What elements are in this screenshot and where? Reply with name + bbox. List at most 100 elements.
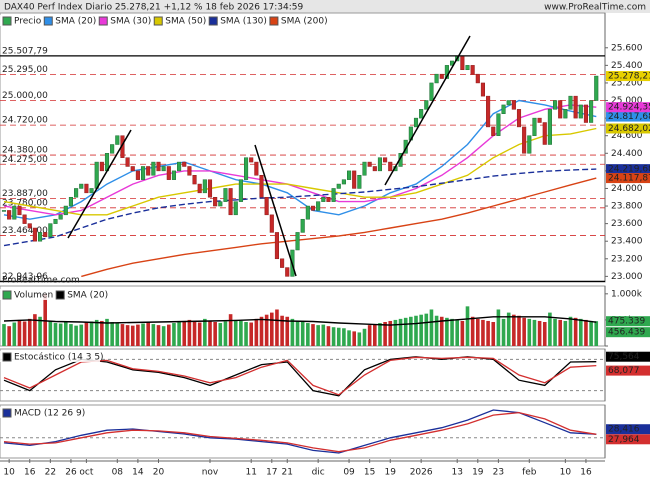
candle xyxy=(516,109,522,128)
x-tick-label: 22 xyxy=(45,468,56,478)
volume-bar xyxy=(94,319,99,346)
volume-bar xyxy=(264,314,269,346)
volume-bar xyxy=(197,322,202,346)
volume-bar xyxy=(326,326,331,346)
candle xyxy=(32,227,37,242)
x-tick-label: 11 xyxy=(245,468,256,478)
volume-bar xyxy=(58,323,63,346)
volume-bar xyxy=(589,320,593,346)
candle xyxy=(542,122,547,145)
y-tick-label: 23.400 xyxy=(611,237,643,247)
candle xyxy=(429,82,434,101)
candle xyxy=(470,65,475,75)
y-tick-label: 24.600 xyxy=(611,131,643,141)
volume-bar xyxy=(522,317,526,346)
volume-bar xyxy=(378,323,382,346)
y-tick-label: 25.600 xyxy=(611,43,643,53)
candle xyxy=(532,117,537,136)
trendline xyxy=(254,144,297,277)
volume-bar xyxy=(187,319,192,346)
volume-bar xyxy=(270,312,274,346)
candle xyxy=(295,232,300,251)
legend-entry-swatch xyxy=(43,16,53,26)
candle xyxy=(115,135,120,145)
value-tag xyxy=(606,424,650,435)
candle xyxy=(305,205,310,220)
x-tick-label: 15 xyxy=(364,468,375,478)
x-tick-label: 20 xyxy=(153,468,165,478)
candle xyxy=(475,73,480,84)
volume-bar xyxy=(373,324,377,346)
candle xyxy=(53,218,58,224)
volume-bar xyxy=(542,322,547,346)
volume-bar xyxy=(321,324,326,346)
x-tick-label: 10 xyxy=(560,468,572,478)
volume-bar xyxy=(239,320,243,346)
candle xyxy=(480,82,485,97)
value-tag-label: 24.682,02 xyxy=(608,124,650,134)
volume-bar xyxy=(290,318,295,346)
volume-bar xyxy=(74,325,78,346)
header-title: DAX40 Perf Index Diario 25.278,21 +1,12 … xyxy=(4,3,304,13)
volume-bar xyxy=(33,314,37,346)
volume-bar xyxy=(254,318,259,346)
x-tick-label: feb xyxy=(522,468,537,478)
volume-bar xyxy=(434,315,439,346)
legend-entry: SMA (20) xyxy=(55,17,96,27)
y-tick-label: 23.800 xyxy=(611,202,643,212)
volume-bar xyxy=(172,323,176,346)
candle xyxy=(27,223,32,229)
volume-bar xyxy=(512,314,516,346)
candle xyxy=(486,95,491,128)
candle xyxy=(383,157,388,163)
volume-bar xyxy=(403,317,408,346)
y-tick-label: 24.400 xyxy=(611,149,643,159)
candle xyxy=(259,175,264,198)
candle xyxy=(228,188,233,216)
candle xyxy=(38,232,43,242)
candle xyxy=(238,179,243,202)
volume-bar xyxy=(22,321,27,346)
volume-bar xyxy=(517,315,521,346)
y-tick-label: 24.000 xyxy=(611,184,643,194)
legend-bg xyxy=(0,407,100,418)
volume-bar xyxy=(182,320,187,346)
legend-entry-swatch xyxy=(98,16,108,26)
candle xyxy=(573,95,578,119)
x-tick-label: 17 xyxy=(266,468,277,478)
sma-line xyxy=(81,177,597,278)
candle xyxy=(177,161,182,172)
candle xyxy=(326,196,331,202)
volume-bar xyxy=(429,309,434,346)
candle xyxy=(280,258,285,268)
volume-bar xyxy=(532,319,537,346)
volume-bar xyxy=(306,323,310,346)
candle xyxy=(336,183,341,189)
candle xyxy=(331,188,336,202)
level-label: 23.464,00 xyxy=(2,226,48,236)
value-tag-label: 456.439 xyxy=(608,328,645,338)
x-tick-label: 08 xyxy=(112,468,124,478)
candle xyxy=(578,104,583,119)
candle xyxy=(249,157,254,163)
volume-bar xyxy=(12,322,17,346)
value-tag-label: 68,077 xyxy=(608,366,640,376)
candle xyxy=(362,161,367,176)
x-tick-label: 14 xyxy=(132,468,144,478)
y-tick-label: 23.000 xyxy=(611,272,643,282)
value-tag xyxy=(606,316,650,327)
candle xyxy=(1,210,7,212)
candle xyxy=(594,75,599,101)
level-label: 23.887,00 xyxy=(2,189,48,199)
legend-entry-swatch xyxy=(153,16,163,26)
volume-bar xyxy=(275,309,279,346)
y-tick-label: 25.400 xyxy=(611,61,643,71)
candle xyxy=(316,201,321,211)
volume-bar xyxy=(105,318,109,346)
value-tag-label: 75,564 xyxy=(608,352,640,362)
candle xyxy=(522,126,527,154)
trendlines xyxy=(67,35,471,277)
candle xyxy=(58,214,63,220)
trendline xyxy=(67,129,132,239)
